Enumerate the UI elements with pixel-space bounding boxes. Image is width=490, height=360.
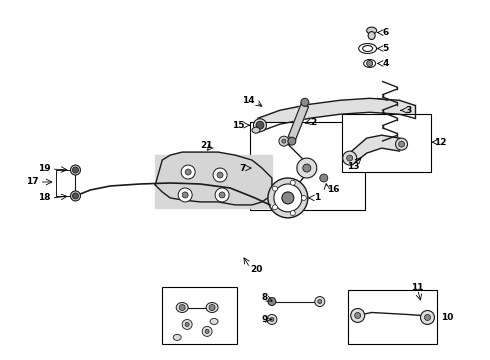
Circle shape: [215, 188, 229, 202]
Ellipse shape: [173, 334, 181, 340]
Text: 16: 16: [327, 185, 339, 194]
Text: 8: 8: [262, 293, 268, 302]
Bar: [342, 114, 432, 172]
Polygon shape: [288, 104, 309, 140]
Circle shape: [73, 167, 78, 173]
Circle shape: [301, 195, 306, 201]
Circle shape: [178, 188, 192, 202]
Circle shape: [272, 186, 277, 191]
Ellipse shape: [206, 302, 218, 312]
Ellipse shape: [252, 127, 260, 133]
Circle shape: [213, 168, 227, 182]
Text: 9: 9: [262, 315, 268, 324]
Circle shape: [205, 329, 209, 333]
Circle shape: [279, 195, 289, 205]
Text: 10: 10: [441, 313, 454, 322]
Circle shape: [268, 298, 276, 306]
Circle shape: [290, 211, 295, 216]
Circle shape: [272, 205, 277, 210]
Circle shape: [209, 305, 215, 310]
Text: 13: 13: [347, 162, 359, 171]
Ellipse shape: [253, 119, 267, 132]
Ellipse shape: [210, 319, 218, 324]
Text: 15: 15: [232, 121, 245, 130]
Polygon shape: [258, 98, 415, 132]
Text: 12: 12: [435, 138, 447, 147]
Circle shape: [351, 309, 365, 323]
Text: 5: 5: [383, 44, 389, 53]
Circle shape: [288, 137, 296, 145]
Polygon shape: [155, 152, 272, 205]
Circle shape: [270, 318, 274, 321]
Circle shape: [395, 138, 408, 150]
Bar: [162, 287, 237, 345]
Text: 7: 7: [240, 163, 246, 172]
Circle shape: [268, 178, 308, 218]
Ellipse shape: [71, 165, 80, 175]
Circle shape: [279, 136, 289, 146]
Circle shape: [73, 193, 78, 199]
Polygon shape: [352, 135, 399, 165]
Circle shape: [219, 192, 225, 198]
Polygon shape: [155, 155, 272, 208]
Circle shape: [182, 192, 188, 198]
Circle shape: [367, 60, 372, 67]
Circle shape: [181, 165, 195, 179]
Circle shape: [343, 151, 357, 165]
Circle shape: [202, 327, 212, 336]
Circle shape: [347, 155, 353, 161]
Circle shape: [424, 315, 431, 320]
Circle shape: [420, 310, 435, 324]
Text: 17: 17: [26, 177, 39, 186]
Bar: [250, 122, 365, 210]
Text: 21: 21: [200, 141, 212, 150]
Circle shape: [303, 164, 311, 172]
Circle shape: [217, 172, 223, 178]
Ellipse shape: [368, 32, 375, 40]
Circle shape: [185, 169, 191, 175]
Circle shape: [318, 300, 322, 303]
Text: 2: 2: [310, 118, 316, 127]
Text: 11: 11: [412, 283, 424, 292]
Text: 20: 20: [250, 265, 262, 274]
Circle shape: [290, 180, 295, 185]
Text: 14: 14: [243, 96, 255, 105]
Circle shape: [179, 305, 185, 310]
Circle shape: [297, 158, 317, 178]
Circle shape: [398, 141, 405, 147]
Circle shape: [355, 312, 361, 319]
Text: 6: 6: [383, 28, 389, 37]
Text: 19: 19: [38, 163, 50, 172]
Text: 4: 4: [383, 59, 389, 68]
Circle shape: [182, 319, 192, 329]
Ellipse shape: [176, 302, 188, 312]
Text: 1: 1: [314, 193, 320, 202]
Circle shape: [267, 315, 277, 324]
Circle shape: [282, 139, 286, 143]
Circle shape: [256, 121, 264, 129]
Circle shape: [315, 297, 325, 306]
Text: 18: 18: [38, 193, 50, 202]
Bar: [348, 289, 438, 345]
Circle shape: [274, 184, 302, 212]
Text: 3: 3: [406, 106, 412, 115]
Circle shape: [301, 98, 309, 106]
Circle shape: [185, 323, 189, 327]
Ellipse shape: [367, 27, 377, 34]
Ellipse shape: [71, 191, 80, 201]
Circle shape: [282, 192, 294, 204]
Circle shape: [320, 174, 328, 182]
